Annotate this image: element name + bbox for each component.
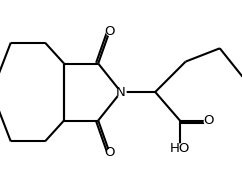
Text: N: N xyxy=(116,85,126,98)
Text: O: O xyxy=(104,146,115,159)
Text: HO: HO xyxy=(170,142,190,156)
Text: O: O xyxy=(203,114,214,127)
Text: O: O xyxy=(104,25,115,38)
